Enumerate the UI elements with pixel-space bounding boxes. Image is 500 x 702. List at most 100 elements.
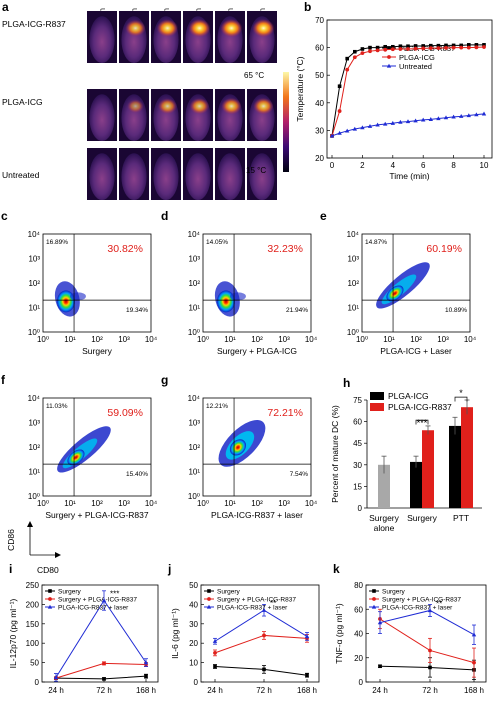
data-point — [352, 55, 357, 60]
data-point — [372, 589, 376, 593]
y-tick-label: 100 — [26, 639, 40, 648]
flow-y-tick: 10⁴ — [28, 230, 41, 239]
flow-x-tick: 10¹ — [64, 499, 76, 508]
thermal-body — [249, 153, 275, 201]
x-tick-label: 168 h — [464, 686, 484, 695]
flow-x-tick: 10⁰ — [197, 499, 209, 508]
y-tick-label: 50 — [189, 581, 198, 590]
legend-label: Untreated — [399, 62, 432, 71]
density-tail — [229, 292, 246, 301]
data-point — [436, 116, 441, 121]
y-tick-label: 0 — [358, 504, 363, 513]
y-tick-label: 0 — [35, 678, 40, 687]
y-tick-label: 60 — [315, 44, 324, 53]
data-point — [207, 589, 211, 593]
flow-x-tick: 10¹ — [64, 335, 76, 344]
cd80-arrowhead — [55, 552, 61, 558]
quadrant-lr: 7.54% — [290, 471, 309, 478]
y-tick-label: 10 — [189, 659, 198, 668]
x-tick-label: 24 h — [372, 686, 388, 695]
quadrant-ur: 32.23% — [267, 243, 303, 255]
data-point — [144, 674, 148, 678]
x-tick-label: 10 — [480, 161, 489, 170]
y-tick-label: 0 — [359, 678, 364, 687]
quadrant-ur: 30.82% — [107, 243, 143, 255]
flow-x-tick: 10⁴ — [305, 335, 318, 344]
data-point — [428, 665, 432, 670]
quadrant-ur: 72.21% — [267, 407, 303, 419]
series-line — [379, 609, 475, 636]
series-line — [55, 675, 147, 680]
quadrant-ul: 16.89% — [46, 239, 68, 246]
legend-label: Surgery + PLGA-ICG-R837 — [217, 597, 296, 604]
flow-y-tick: 10⁴ — [188, 230, 201, 239]
sig-label: ** — [436, 599, 442, 608]
data-point — [387, 55, 391, 59]
data-point — [428, 46, 433, 51]
data-point — [337, 130, 342, 135]
thermal-hotspot — [189, 98, 210, 115]
sig-label: ** — [270, 599, 276, 608]
thermal-body — [185, 153, 211, 201]
data-point — [53, 675, 59, 679]
flow-x-tick: 10² — [251, 335, 263, 344]
flow-y-tick: 10⁰ — [188, 328, 200, 337]
data-point — [444, 45, 448, 50]
data-point — [471, 632, 477, 637]
data-point — [451, 43, 456, 48]
data-point — [387, 46, 391, 50]
flow-y-tick: 10³ — [188, 419, 200, 428]
data-point — [421, 44, 425, 48]
quadrant-ul: 14.87% — [365, 239, 387, 246]
density-plot — [57, 426, 111, 473]
y-tick-label: 50 — [30, 659, 39, 668]
y-tick-label: 60 — [354, 605, 363, 614]
flow-x-tick: 10² — [91, 499, 103, 508]
data-point — [429, 43, 433, 48]
data-point — [413, 46, 418, 51]
thermal-hotspot — [127, 99, 144, 113]
legend-label: Surgery + PLGA-ICG-R837 — [382, 597, 461, 604]
series-line — [379, 618, 475, 664]
x-axis-label: Time (min) — [389, 171, 429, 181]
flow-x-label: Surgery — [82, 346, 113, 356]
data-point — [360, 47, 365, 51]
category-label-2: Surgery — [407, 513, 438, 523]
flow-y-tick: 10⁴ — [28, 394, 41, 403]
data-point — [101, 598, 107, 603]
x-tick-label: 72 h — [96, 686, 112, 695]
data-point — [213, 651, 217, 655]
data-point — [398, 119, 403, 124]
data-point — [305, 673, 309, 678]
plot-frame — [200, 584, 320, 683]
legend-label: Surgery — [217, 589, 241, 596]
data-point — [459, 45, 464, 50]
data-point — [360, 51, 365, 56]
data-point — [261, 607, 267, 612]
y-tick-label: 30 — [189, 620, 198, 629]
panel-label-c: c — [1, 209, 8, 223]
sig-label: *** — [417, 418, 428, 428]
series-line — [379, 665, 475, 671]
y-tick-label: 45 — [353, 439, 362, 448]
series-line — [55, 599, 147, 678]
data-point — [337, 109, 342, 113]
panel-label-i: i — [9, 562, 12, 576]
quadrant-ur: 60.19% — [426, 243, 462, 255]
data-point — [467, 43, 471, 47]
bar — [449, 425, 461, 508]
data-point — [372, 597, 376, 601]
data-point — [47, 604, 53, 609]
flow-x-tick: 10⁰ — [37, 499, 49, 508]
y-axis-label: IL-12p70 (pg ml⁻¹) — [8, 598, 18, 668]
flow-x-tick: 10³ — [118, 499, 130, 508]
category-label: alone — [374, 523, 395, 533]
y-axis-label: Temperature (°C) — [295, 56, 305, 121]
panel-label-f: f — [1, 373, 6, 387]
thermal-hotspot — [220, 19, 243, 38]
flow-x-tick: 10² — [91, 335, 103, 344]
series-line — [214, 634, 308, 654]
row-label-2: Untreated — [2, 170, 40, 180]
data-point — [377, 620, 383, 625]
flow-y-tick: 10⁰ — [347, 328, 359, 337]
